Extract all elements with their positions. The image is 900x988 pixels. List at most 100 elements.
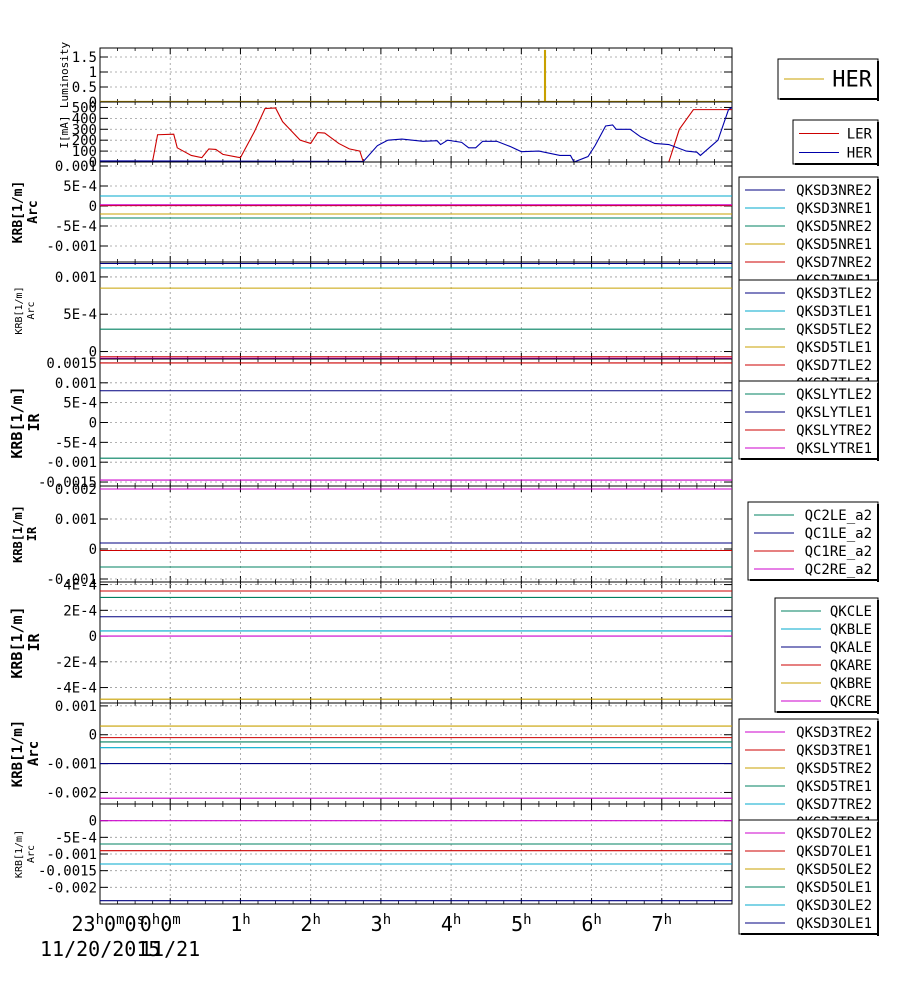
legend: QKSD7OLE2 QKSD7OLE1 QKSD5OLE2 QKSD5OLE1 QKSD… xyxy=(738,819,879,936)
y-axis-label: KRB[1/m]Arc xyxy=(14,830,37,878)
legend-entry: QKSD3OLE2 xyxy=(796,898,872,914)
legend-entry: QKSD5OLE2 xyxy=(796,862,872,878)
x-tick-label: 0h0m xyxy=(140,912,181,936)
y-tick-label: -0.002 xyxy=(46,880,97,896)
y-tick-label: 5E-4 xyxy=(63,179,97,195)
y-tick-label: 1 xyxy=(89,65,97,81)
y-tick-label: 5E-4 xyxy=(63,307,97,323)
legend-entry: QKCRE xyxy=(830,694,872,710)
y-tick-label: -4E-4 xyxy=(55,681,97,697)
y-tick-label: -0.001 xyxy=(46,455,97,471)
y-tick-label: 500 xyxy=(72,100,97,116)
plot-frame xyxy=(99,702,733,805)
legend-entry: QKSD7NRE2 xyxy=(796,255,872,271)
legend-entry: QC2RE_a2 xyxy=(805,562,872,578)
y-tick-label: 4E-4 xyxy=(63,578,97,594)
legend: LER HER xyxy=(792,119,879,166)
y-axis-label-line: Arc xyxy=(26,200,41,223)
legend-entry: QKSD7OLE1 xyxy=(796,844,872,860)
plot-frame xyxy=(99,47,733,103)
y-tick-label: -0.001 xyxy=(46,239,97,255)
y-axis-label: KRB[1/m]Arc xyxy=(10,720,42,787)
panel-4: -0.0015-0.001-5E-405E-40.0010.0015KRB[1/… xyxy=(8,356,733,491)
y-tick-label: 0 xyxy=(89,95,97,111)
legend-entry: QKSD5NRE1 xyxy=(796,237,872,253)
legend-entry: QKSLYTLE2 xyxy=(796,387,872,403)
legend-entry: QKSD7OLE2 xyxy=(796,826,872,842)
y-tick-label: 0 xyxy=(89,728,97,744)
legend-entry: QKSD5TRE1 xyxy=(796,779,872,795)
x-tick-label: 3h xyxy=(371,912,391,936)
y-axis-label: I[mA] xyxy=(58,115,71,148)
legend-entry: HER xyxy=(847,145,873,161)
y-axis-label-line: KRB[1/m] xyxy=(10,720,26,787)
plot-frame xyxy=(99,101,733,163)
legend-entry: QKARE xyxy=(830,658,872,674)
legend-entry: QKCLE xyxy=(830,604,872,620)
y-axis-label: KRB[1/m]IR xyxy=(11,505,39,563)
y-tick-label: 0.001 xyxy=(55,159,97,175)
x-tick-label: 23h0m0s xyxy=(72,912,146,936)
legend-entry: QKALE xyxy=(830,640,872,656)
x-tick-label: 4h xyxy=(441,912,461,936)
series-line xyxy=(100,107,732,163)
legend-entry: QKBRE xyxy=(830,676,872,692)
y-tick-label: 0 xyxy=(89,155,97,171)
y-axis-label-line: KRB[1/m] xyxy=(14,286,25,334)
legend-entry: QKSD3TRE1 xyxy=(796,743,872,759)
panel-3: 0 5E-4 0.001 KRB[1/m]Arc xyxy=(14,261,733,361)
y-axis-label-line: Arc xyxy=(26,845,37,863)
y-tick-label: 0 xyxy=(89,345,97,361)
x-date-label: 11/20/2015 xyxy=(40,937,160,961)
y-tick-label: 400 xyxy=(72,111,97,127)
legend-entry: QKSD3NRE2 xyxy=(796,183,872,199)
y-axis-label: Luminosity xyxy=(58,42,71,109)
legend-entry: QKSD5TLE2 xyxy=(796,322,872,338)
y-tick-label: -2E-4 xyxy=(55,655,97,671)
legend-entry: QKSD5TLE1 xyxy=(796,340,872,356)
y-axis-label-line: KRB[1/m] xyxy=(11,181,26,244)
y-tick-label: 0.002 xyxy=(55,482,97,498)
plot-frame xyxy=(99,161,733,263)
legend-entry: QKBLE xyxy=(830,622,872,638)
legend-entry: QC1RE_a2 xyxy=(805,544,872,560)
series-line xyxy=(100,49,732,102)
y-tick-label: 0.001 xyxy=(55,512,97,528)
panel-7: -0.002 -0.001 0 0.001 KRB[1/m]Arc xyxy=(10,699,733,805)
legend-entry: QC1LE_a2 xyxy=(805,526,872,542)
legend-entry: QKSD3TRE2 xyxy=(796,725,872,741)
y-tick-label: 5E-4 xyxy=(63,396,97,412)
panel-8: -0.002-0.0015-0.001-5E-40 KRB[1/m]Arc xyxy=(14,803,733,905)
legend-entry: QKSD3NRE1 xyxy=(796,201,872,217)
legend: QKCLE QKBLE QKALE QKARE QKBRE QKCRE xyxy=(774,597,879,714)
x-tick-label: 1h xyxy=(230,912,250,936)
panel-6: -4E-4 -2E-4 0 2E-4 4E-4 KRB[1/m]IR xyxy=(8,578,733,704)
legend-entry: QKSD5OLE1 xyxy=(796,880,872,896)
y-axis-label: KRB[1/m]Arc xyxy=(11,181,41,244)
y-tick-label: -0.002 xyxy=(46,785,97,801)
y-axis-label-line: IR xyxy=(25,526,39,541)
legend: QKSD3NRE2 QKSD3NRE1 QKSD5NRE2 QKSD5NRE1 QKSD… xyxy=(738,176,879,293)
y-tick-label: -5E-4 xyxy=(55,830,97,846)
y-tick-label: 2E-4 xyxy=(63,603,97,619)
y-tick-label: 0.001 xyxy=(55,376,97,392)
y-axis-label-line: IR xyxy=(25,633,43,652)
y-tick-label: 0 xyxy=(89,629,97,645)
y-axis-label-line: IR xyxy=(25,413,43,432)
y-tick-label: 0.001 xyxy=(55,699,97,715)
y-tick-label: -0.001 xyxy=(46,847,97,863)
legend: QKSD3TLE2 QKSD3TLE1 QKSD5TLE2 QKSD5TLE1 QKSD… xyxy=(738,279,879,396)
series-line xyxy=(99,106,733,163)
legend-entry: QKSD7TRE2 xyxy=(796,797,872,813)
panel-2: -0.001 -5E-4 0 5E-4 0.001 KRB[1/m]Arc xyxy=(11,159,733,263)
x-tick-label: 7h xyxy=(652,912,672,936)
x-date-label: 11/21 xyxy=(140,937,200,961)
y-tick-label: 200 xyxy=(72,133,97,149)
legend-entry: QKSD5TRE2 xyxy=(796,761,872,777)
y-tick-label: 0 xyxy=(89,199,97,215)
y-tick-label: 0 xyxy=(89,814,97,830)
legend-entry: QKSD7TLE2 xyxy=(796,358,872,374)
y-axis-label: KRB[1/m]Arc xyxy=(14,286,37,334)
